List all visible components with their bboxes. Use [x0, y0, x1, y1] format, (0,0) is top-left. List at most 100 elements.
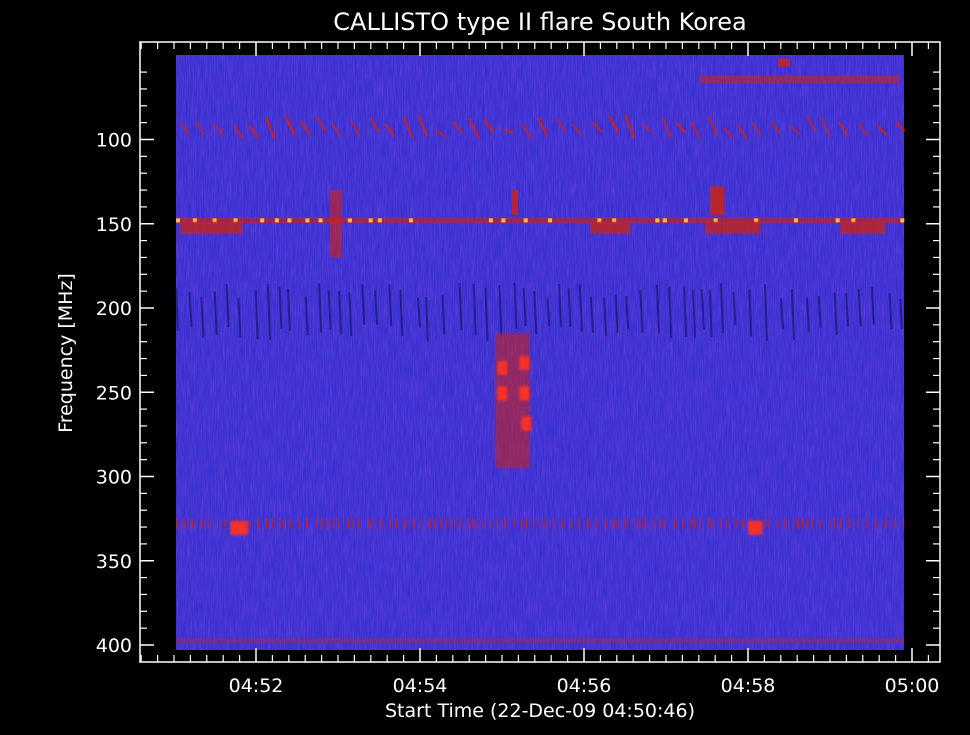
spike-small: [512, 190, 518, 216]
band-segment: [450, 518, 453, 529]
dark-streak: [286, 288, 291, 331]
dark-streak: [498, 285, 503, 337]
band-segment: [612, 518, 615, 529]
band-segment: [455, 518, 458, 529]
band-segment: [719, 518, 722, 529]
drift-streak: [435, 129, 446, 138]
interference-dot: [274, 218, 279, 223]
band-segment: [357, 518, 360, 529]
band-segment: [578, 518, 581, 529]
interference-dot: [523, 218, 528, 223]
band-segment: [902, 518, 905, 529]
hot-patch: [840, 221, 885, 234]
band-segment: [806, 518, 809, 529]
dark-streak: [225, 284, 230, 328]
dark-streak: [361, 284, 366, 325]
band-segment: [320, 518, 323, 529]
drift-streak: [819, 116, 832, 138]
drift-streak: [608, 115, 620, 134]
dark-streak: [472, 283, 477, 336]
band-segment: [433, 518, 436, 529]
drift-streak: [555, 117, 567, 133]
band-segment: [616, 518, 619, 529]
band-segment: [689, 518, 692, 529]
band-segment: [439, 518, 442, 529]
drift-streak: [894, 121, 906, 133]
drift-streak: [805, 114, 817, 133]
drift-streak: [769, 121, 781, 135]
band-segment: [848, 518, 851, 529]
band-segment: [644, 518, 647, 529]
dark-streak: [254, 290, 259, 340]
dark-streak: [817, 295, 822, 328]
band-segment: [783, 518, 786, 529]
dark-streak: [790, 289, 795, 341]
band-segment: [604, 518, 607, 529]
drift-streak: [789, 125, 801, 136]
band-segment: [278, 518, 281, 529]
dark-streak: [732, 291, 737, 326]
dark-streak: [388, 284, 393, 327]
dark-streak: [458, 283, 463, 331]
band-segment: [828, 518, 831, 529]
y-tick-label: 400: [96, 635, 132, 657]
drift-streak: [591, 121, 603, 133]
interference-dot: [835, 218, 840, 223]
band-segment: [664, 518, 667, 529]
dark-streak: [213, 291, 218, 336]
interference-dot: [176, 218, 180, 223]
x-tick-label: 04:54: [393, 675, 448, 697]
dark-streak: [899, 298, 903, 329]
drift-streak: [330, 122, 342, 138]
drift-streak: [520, 122, 532, 140]
drift-streak: [284, 115, 296, 137]
dark-streak: [683, 286, 688, 338]
plot-area: [175, 55, 906, 650]
band-segment: [204, 518, 207, 529]
interference-dot: [212, 218, 217, 223]
band-segment: [767, 518, 770, 529]
interference-line: [176, 217, 904, 224]
drift-streak: [689, 121, 702, 140]
drift-streak: [315, 116, 327, 132]
drift-streak: [876, 124, 888, 137]
interference-dot: [368, 218, 373, 223]
band-segment: [734, 518, 737, 529]
band-segment: [249, 518, 252, 529]
y-tick-label: 200: [96, 298, 132, 320]
drift-streak: [451, 120, 463, 134]
interference-dot: [488, 218, 493, 223]
burst-core: [521, 416, 532, 431]
band-segment: [372, 518, 375, 529]
dark-streak: [614, 295, 619, 333]
band-segment: [326, 518, 329, 529]
band-segment: [894, 518, 897, 529]
dark-streak: [304, 296, 309, 336]
y-tick-label: 150: [96, 214, 132, 236]
dark-streak: [558, 284, 563, 328]
interference-dot: [192, 218, 197, 223]
y-tick-label: 300: [96, 467, 132, 489]
band-segment: [186, 518, 189, 529]
dark-streak: [533, 291, 538, 334]
band-segment: [532, 518, 535, 529]
interference-dot: [597, 218, 602, 223]
drift-streak: [751, 121, 763, 137]
dark-streak: [692, 290, 697, 338]
band-segment: [884, 518, 887, 529]
x-axis: 04:52 04:54 04:56 04:58 05:00: [140, 42, 939, 697]
band-segment: [460, 518, 463, 529]
band-segment: [395, 518, 398, 529]
burst-core: [519, 355, 530, 370]
dark-streak: [348, 292, 353, 337]
drift-streak: [299, 120, 311, 136]
drift-streak: [247, 124, 259, 139]
band-segment: [818, 518, 821, 529]
band-segment: [476, 518, 479, 529]
drift-streak: [384, 123, 396, 137]
interference-dot: [683, 218, 688, 223]
drift-streak: [706, 114, 719, 137]
band-segment: [337, 518, 340, 529]
band-segment: [182, 518, 185, 529]
